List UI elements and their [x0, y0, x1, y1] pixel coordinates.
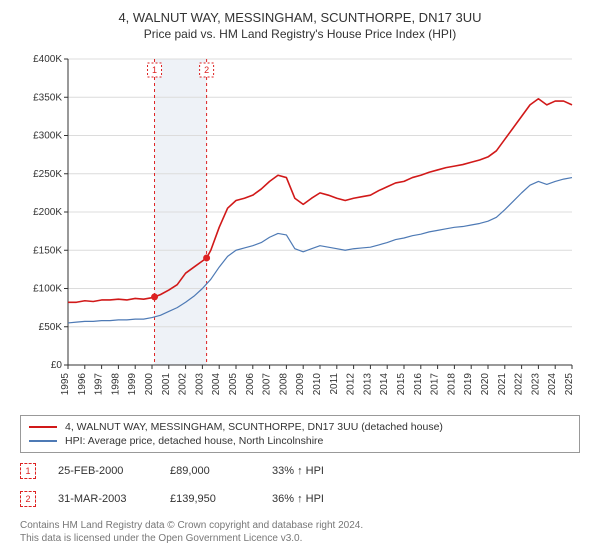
- sale-delta: 33% ↑ HPI: [272, 465, 324, 477]
- svg-text:2016: 2016: [413, 373, 424, 396]
- sale-date: 31-MAR-2003: [58, 493, 148, 505]
- svg-text:1997: 1997: [94, 373, 105, 396]
- legend-row: HPI: Average price, detached house, Nort…: [29, 434, 571, 448]
- svg-text:2: 2: [204, 65, 209, 75]
- svg-text:1: 1: [152, 65, 157, 75]
- svg-text:£150K: £150K: [33, 245, 62, 256]
- svg-text:1998: 1998: [110, 373, 121, 396]
- svg-text:2002: 2002: [178, 373, 189, 396]
- svg-text:2019: 2019: [463, 373, 474, 396]
- svg-text:2023: 2023: [530, 373, 541, 396]
- svg-text:2004: 2004: [211, 373, 222, 396]
- svg-text:2015: 2015: [396, 373, 407, 396]
- svg-text:2008: 2008: [278, 373, 289, 396]
- svg-text:2024: 2024: [547, 373, 558, 396]
- svg-text:2001: 2001: [161, 373, 172, 396]
- svg-text:2007: 2007: [262, 373, 273, 396]
- sale-price: £139,950: [170, 493, 250, 505]
- sale-row: 2 31-MAR-2003 £139,950 36% ↑ HPI: [20, 485, 580, 513]
- svg-text:2005: 2005: [228, 373, 239, 396]
- svg-text:2025: 2025: [564, 373, 575, 396]
- svg-text:£350K: £350K: [33, 92, 62, 103]
- legend-row: 4, WALNUT WAY, MESSINGHAM, SCUNTHORPE, D…: [29, 420, 571, 434]
- svg-text:£300K: £300K: [33, 131, 62, 142]
- svg-text:1996: 1996: [77, 373, 88, 396]
- svg-text:£50K: £50K: [39, 322, 63, 333]
- sale-row: 1 25-FEB-2000 £89,000 33% ↑ HPI: [20, 457, 580, 485]
- legend-label-series0: 4, WALNUT WAY, MESSINGHAM, SCUNTHORPE, D…: [65, 421, 443, 433]
- svg-text:£250K: £250K: [33, 169, 62, 180]
- sale-marker-2: 2: [20, 491, 36, 507]
- sale-delta: 36% ↑ HPI: [272, 493, 324, 505]
- legend-box: 4, WALNUT WAY, MESSINGHAM, SCUNTHORPE, D…: [20, 415, 580, 453]
- svg-text:2013: 2013: [362, 373, 373, 396]
- chart-area: £0 £50K £100K £150K £200K £250K £300K £350K £400…: [20, 49, 580, 409]
- svg-text:2010: 2010: [312, 373, 323, 396]
- legend-swatch-series1: [29, 440, 57, 442]
- svg-text:£200K: £200K: [33, 207, 62, 218]
- svg-text:2014: 2014: [379, 373, 390, 396]
- svg-text:2003: 2003: [194, 373, 205, 396]
- sale-price: £89,000: [170, 465, 250, 477]
- svg-text:2012: 2012: [346, 373, 357, 396]
- legend-label-series1: HPI: Average price, detached house, Nort…: [65, 435, 323, 447]
- svg-text:2017: 2017: [430, 373, 441, 396]
- sale-date: 25-FEB-2000: [58, 465, 148, 477]
- svg-text:2018: 2018: [446, 373, 457, 396]
- svg-text:£400K: £400K: [33, 54, 62, 65]
- attribution: Contains HM Land Registry data © Crown c…: [20, 519, 580, 545]
- attribution-line: Contains HM Land Registry data © Crown c…: [20, 519, 580, 532]
- svg-text:2020: 2020: [480, 373, 491, 396]
- svg-text:1999: 1999: [127, 373, 138, 396]
- attribution-line: This data is licensed under the Open Gov…: [20, 532, 580, 545]
- svg-text:1995: 1995: [60, 373, 71, 396]
- sale-marker-1: 1: [20, 463, 36, 479]
- svg-text:2011: 2011: [329, 373, 340, 395]
- line-chart: £0 £50K £100K £150K £200K £250K £300K £350K £400…: [20, 49, 580, 409]
- legend-swatch-series0: [29, 426, 57, 428]
- svg-text:2021: 2021: [497, 373, 508, 396]
- svg-text:2009: 2009: [295, 373, 306, 396]
- svg-text:2006: 2006: [245, 373, 256, 396]
- svg-text:£0: £0: [51, 360, 63, 371]
- chart-subtitle: Price paid vs. HM Land Registry's House …: [10, 27, 590, 41]
- svg-text:2022: 2022: [514, 373, 525, 396]
- sales-table: 1 25-FEB-2000 £89,000 33% ↑ HPI 2 31-MAR…: [20, 457, 580, 513]
- svg-text:2000: 2000: [144, 373, 155, 396]
- chart-title: 4, WALNUT WAY, MESSINGHAM, SCUNTHORPE, D…: [10, 10, 590, 25]
- svg-text:£100K: £100K: [33, 284, 62, 295]
